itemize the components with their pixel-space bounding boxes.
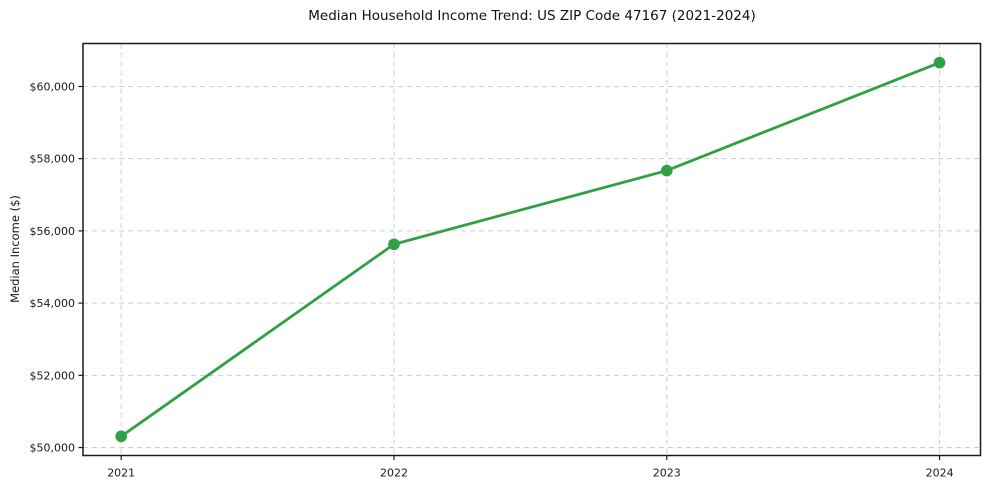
x-tick-label: 2021 [107,467,135,480]
y-tick-label: $50,000 [30,442,76,455]
data-point [660,164,673,177]
y-tick-label: $52,000 [30,369,76,382]
x-tick-label: 2022 [380,467,408,480]
plot-border [82,42,982,457]
y-tick-label: $54,000 [30,297,76,310]
y-tick-label: $58,000 [30,153,76,166]
data-point [933,56,946,69]
trend-line [119,61,941,438]
data-point [115,430,127,443]
data-point [388,238,400,251]
x-tick-label: 2024 [926,467,954,480]
x-tick-label: 2023 [653,467,681,480]
chart-title: Median Household Income Trend: US ZIP Co… [308,8,756,24]
y-tick-label: $60,000 [30,80,76,93]
y-tick-label: $56,000 [30,225,76,238]
